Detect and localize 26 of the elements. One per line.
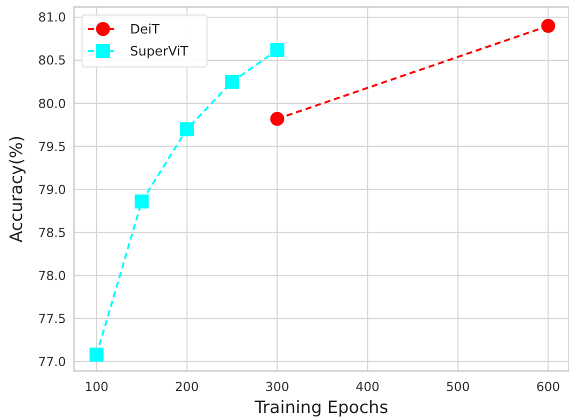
y-tick-label: 77.0	[38, 354, 66, 369]
y-tick-label: 79.5	[38, 138, 66, 154]
x-tick-label: 300	[265, 379, 290, 394]
y-tick-label: 80.5	[38, 52, 66, 68]
y-tick-label: 79.0	[38, 182, 66, 197]
point	[270, 112, 284, 126]
point	[90, 348, 104, 362]
point	[270, 43, 284, 58]
x-axis-title: Training Epochs	[254, 398, 388, 417]
x-tick-label: 500	[446, 379, 470, 394]
point	[134, 194, 149, 208]
x-tick-label: 600	[536, 379, 560, 394]
point	[541, 18, 556, 33]
y-axis-title: Accuracy(%)	[7, 135, 27, 243]
y-tick-label: 78.0	[38, 268, 66, 283]
y-tick-label: 78.5	[38, 224, 66, 240]
x-tick-label: 100	[84, 379, 109, 394]
legend-label: SuperViT	[130, 44, 188, 60]
x-tick-label: 200	[174, 379, 199, 394]
point	[180, 122, 194, 136]
point	[225, 74, 240, 89]
y-tick-label: 77.5	[38, 310, 66, 326]
y-tick-label: 81.0	[38, 10, 66, 25]
y-tick-label: 80.0	[38, 96, 66, 111]
legend-label: DeiT	[130, 22, 160, 38]
x-tick-label: 400	[356, 379, 380, 394]
